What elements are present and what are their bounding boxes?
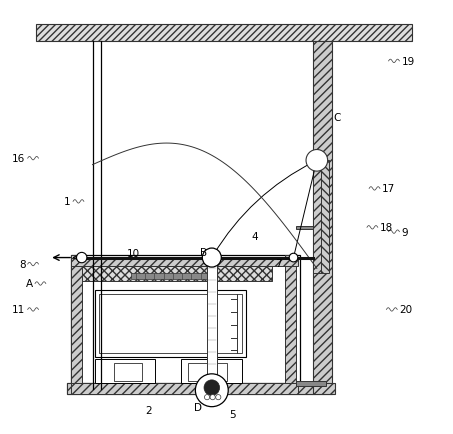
Text: 11: 11 (12, 305, 25, 315)
Text: 1: 1 (64, 197, 71, 207)
Bar (67, 383, 335, 394)
Bar (95, 359, 155, 383)
Bar (71, 256, 300, 383)
Bar (296, 227, 313, 230)
Bar (296, 381, 326, 386)
Circle shape (289, 253, 298, 262)
Circle shape (306, 150, 328, 172)
Text: 8: 8 (19, 260, 25, 270)
Circle shape (202, 249, 222, 267)
Text: A: A (26, 279, 33, 289)
Text: 4: 4 (251, 231, 258, 241)
Bar (114, 364, 142, 381)
Bar (36, 25, 412, 43)
Text: 5: 5 (230, 410, 236, 420)
Circle shape (77, 253, 87, 263)
Bar (321, 161, 328, 273)
Text: D: D (194, 402, 202, 412)
Bar (71, 383, 298, 394)
Circle shape (210, 395, 215, 400)
Bar (313, 161, 321, 273)
Bar (131, 273, 209, 279)
Circle shape (204, 380, 220, 395)
Bar (71, 256, 82, 383)
Text: 19: 19 (401, 57, 415, 67)
Polygon shape (73, 253, 82, 262)
Text: C: C (333, 113, 340, 123)
Text: 17: 17 (382, 184, 395, 194)
Circle shape (195, 374, 228, 407)
Text: 10: 10 (127, 249, 140, 259)
Text: 18: 18 (380, 223, 393, 233)
Text: 9: 9 (401, 227, 408, 237)
Text: 16: 16 (12, 154, 25, 164)
Text: B: B (201, 247, 207, 257)
Circle shape (216, 395, 221, 400)
Bar (313, 43, 333, 394)
Bar (71, 258, 298, 266)
Text: 2: 2 (145, 405, 152, 415)
Bar (67, 383, 313, 394)
Bar (82, 266, 272, 282)
Bar (95, 290, 246, 357)
Bar (99, 295, 241, 353)
Bar (285, 256, 296, 383)
Bar (207, 258, 217, 383)
Text: 20: 20 (400, 305, 413, 315)
Circle shape (204, 395, 210, 400)
Text: 7: 7 (275, 259, 282, 269)
Bar (181, 359, 241, 383)
Bar (188, 364, 226, 381)
